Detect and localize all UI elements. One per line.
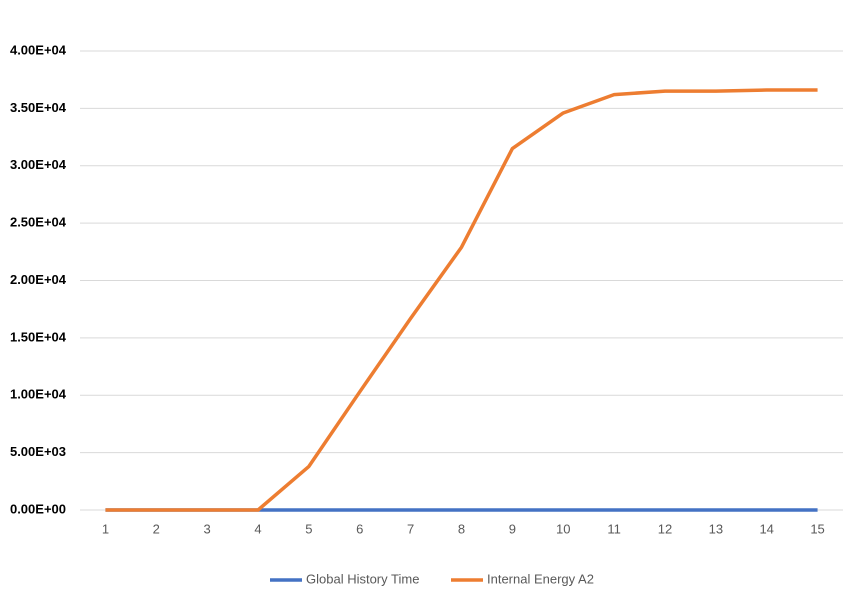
legend-label: Internal Energy A2 xyxy=(487,571,594,586)
x-tick-label: 15 xyxy=(810,521,824,536)
x-tick-label: 1 xyxy=(102,521,109,536)
x-tick-label: 12 xyxy=(658,521,672,536)
series-line xyxy=(105,88,818,512)
x-tick-label: 10 xyxy=(556,521,570,536)
x-tick-label: 6 xyxy=(356,521,363,536)
x-tick-label: 9 xyxy=(509,521,516,536)
y-tick-label: 2.50E+04 xyxy=(10,215,67,230)
x-tick-label: 5 xyxy=(305,521,312,536)
y-tick-label: 2.00E+04 xyxy=(10,272,67,287)
y-tick-label: 3.50E+04 xyxy=(10,100,67,115)
y-tick-label: 1.50E+04 xyxy=(10,329,67,344)
x-tick-label: 7 xyxy=(407,521,414,536)
x-tick-label: 4 xyxy=(254,521,261,536)
y-tick-label: 4.00E+04 xyxy=(10,42,67,57)
y-tick-label: 1.00E+04 xyxy=(10,387,67,402)
x-tick-label: 8 xyxy=(458,521,465,536)
x-tick-label: 14 xyxy=(759,521,773,536)
y-tick-label: 0.00E+00 xyxy=(10,501,66,516)
x-tick-label: 13 xyxy=(709,521,723,536)
x-tick-label: 2 xyxy=(153,521,160,536)
x-tick-label: 11 xyxy=(607,521,621,536)
legend-label: Global History Time xyxy=(306,571,419,586)
y-tick-label: 5.00E+03 xyxy=(10,444,66,459)
x-tick-label: 3 xyxy=(204,521,211,536)
y-tick-label: 3.00E+04 xyxy=(10,157,67,172)
